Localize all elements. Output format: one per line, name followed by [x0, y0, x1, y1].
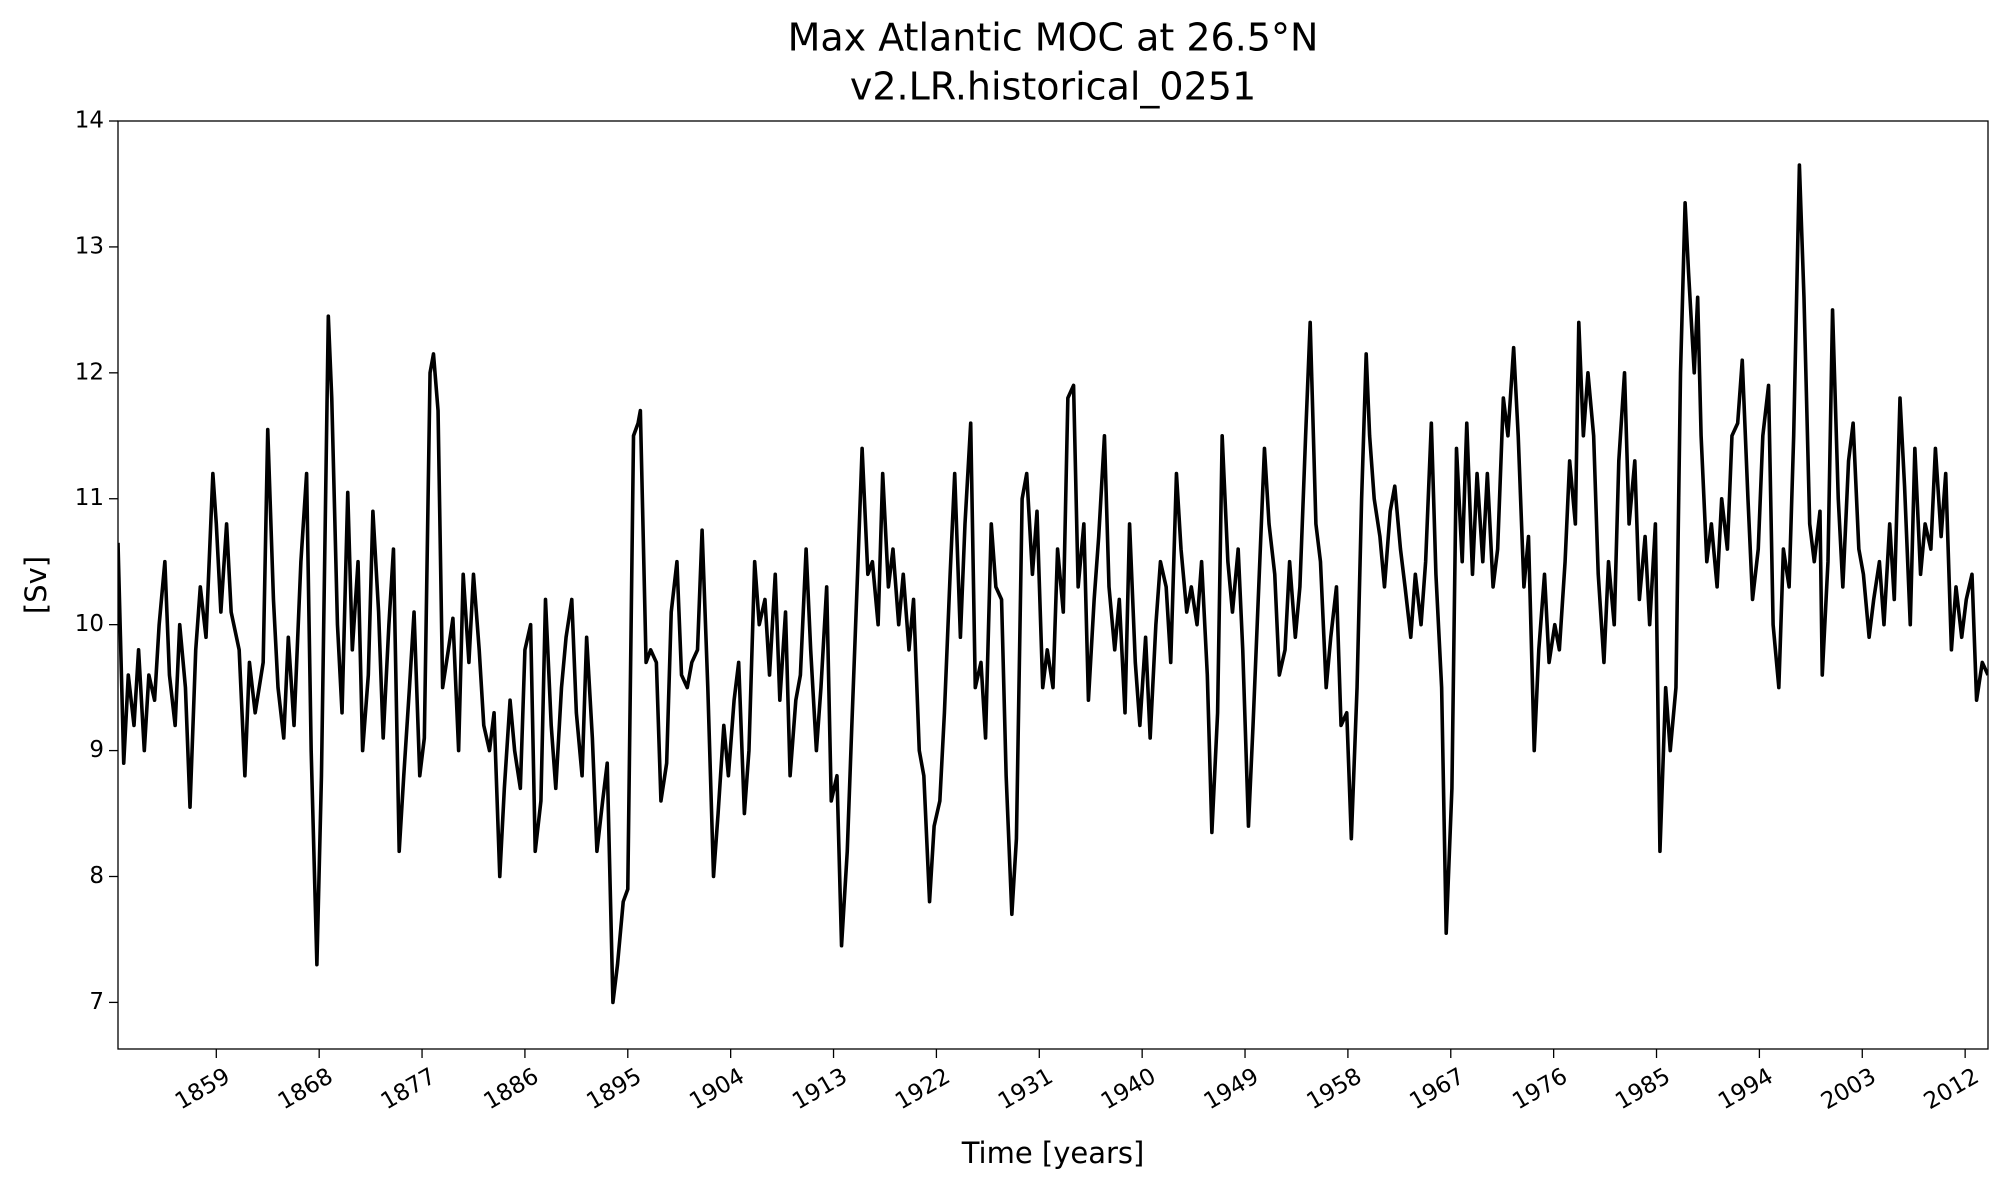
data-line — [118, 163, 1988, 1005]
plot-frame — [117, 120, 1989, 1050]
y-tick-label: 11 — [75, 485, 104, 511]
y-tick-label: 14 — [75, 108, 104, 134]
y-axis-label: [Sv] — [19, 556, 53, 614]
y-tick-label: 12 — [75, 359, 104, 385]
y-tick-label: 10 — [75, 611, 104, 637]
chart-title: Max Atlantic MOC at 26.5°N — [788, 16, 1319, 60]
y-tick-label: 13 — [75, 233, 104, 259]
y-tick-label: 8 — [89, 863, 104, 889]
chart-subtitle: v2.LR.historical_0251 — [850, 65, 1256, 109]
y-tick-label: 7 — [89, 989, 104, 1015]
y-tick-label: 9 — [89, 737, 104, 763]
x-axis-label: Time [years] — [961, 1136, 1145, 1170]
